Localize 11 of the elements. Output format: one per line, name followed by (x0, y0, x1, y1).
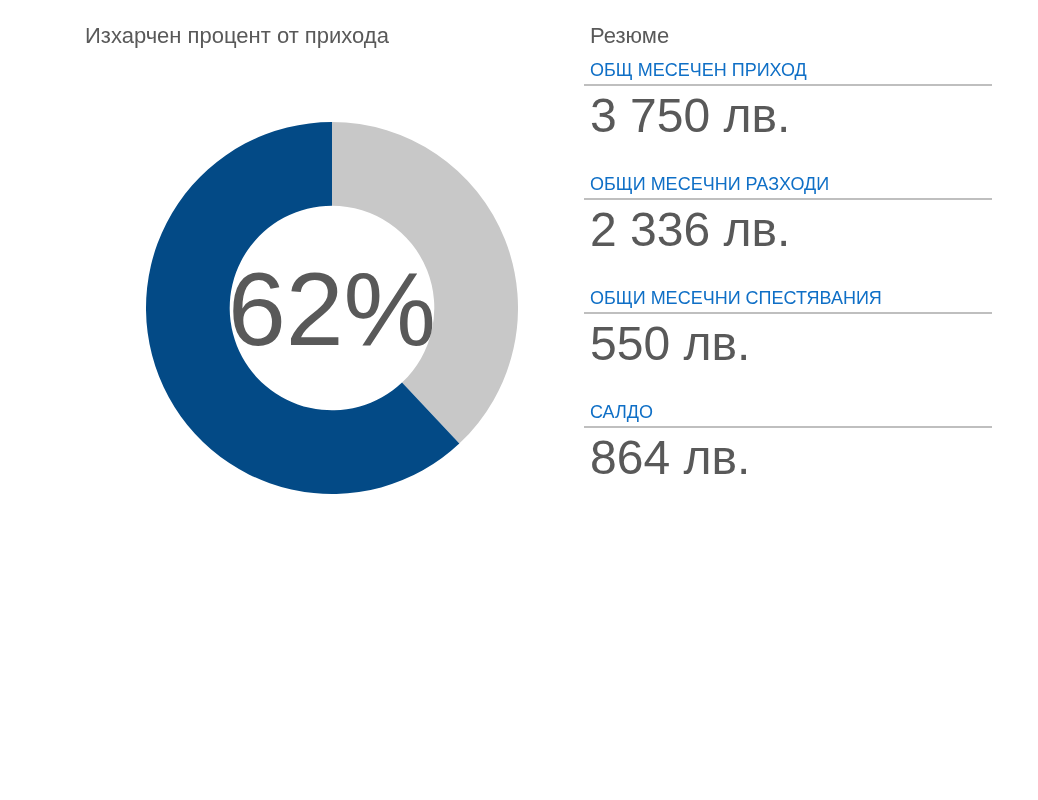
text: 550 лв. (589, 317, 752, 370)
text: 3 750 лв. (589, 89, 792, 142)
text: Резюме (590, 23, 670, 49)
text: ОБЩ МЕСЕЧЕН ПРИХОД (584, 59, 992, 86)
text: ОБЩИ МЕСЕЧНИ РАЗХОДИ (584, 173, 992, 200)
text: 62% (227, 251, 437, 368)
text: ОБЩИ МЕСЕЧНИ СПЕСТЯВАНИЯ (584, 287, 992, 314)
chart-title: Изхарчен процент от прихода (85, 23, 389, 49)
text: САЛДО (584, 401, 992, 428)
text: 864 лв. (589, 431, 752, 484)
text: 2 336 лв. (589, 203, 792, 256)
